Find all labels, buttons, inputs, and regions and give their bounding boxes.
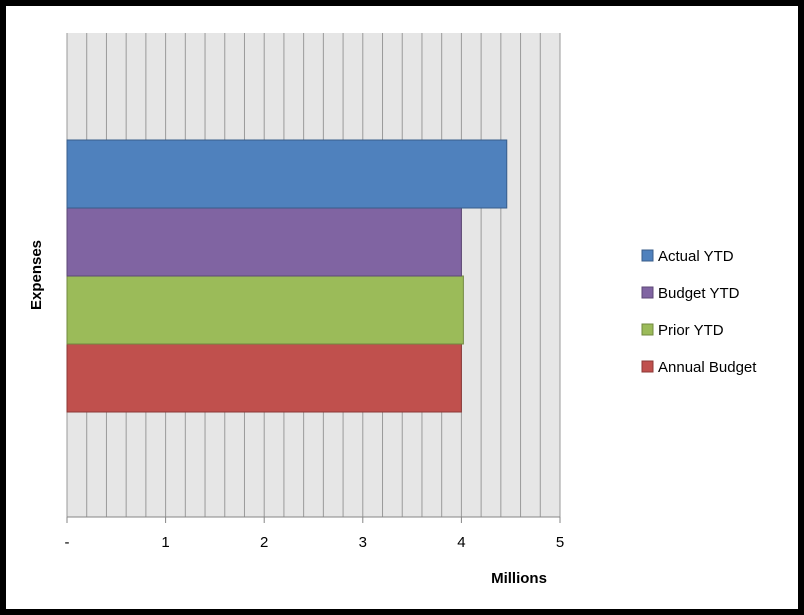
legend-swatch-prior-ytd	[641, 323, 654, 336]
bar-annual-budget	[66, 343, 462, 413]
x-axis-title: Millions	[491, 570, 547, 587]
bars	[66, 139, 508, 413]
x-tick-label: 3	[359, 534, 367, 551]
legend-label-budget-ytd: Budget YTD	[658, 285, 740, 302]
x-axis-ticks: - 1 2 3 4 5	[65, 517, 564, 551]
legend-label-actual-ytd: Actual YTD	[658, 248, 734, 265]
x-tick-label: 1	[161, 534, 169, 551]
bar-prior-ytd	[66, 275, 464, 345]
bar-actual-ytd	[66, 139, 508, 209]
x-tick-label: 2	[260, 534, 268, 551]
x-tick-label: 5	[556, 534, 564, 551]
legend-swatch-budget-ytd	[641, 286, 654, 299]
legend-swatch-actual-ytd	[641, 249, 654, 262]
x-tick-label: 4	[457, 534, 465, 551]
bar-budget-ytd	[66, 207, 462, 277]
legend-label-annual-budget: Annual Budget	[658, 359, 757, 376]
legend-swatch-annual-budget	[641, 360, 654, 373]
legend: Actual YTD Budget YTD Prior YTD Annual Budg…	[641, 248, 757, 376]
legend-label-prior-ytd: Prior YTD	[658, 322, 724, 339]
x-tick-label: -	[65, 534, 70, 551]
y-axis-title: Expenses	[28, 240, 45, 310]
